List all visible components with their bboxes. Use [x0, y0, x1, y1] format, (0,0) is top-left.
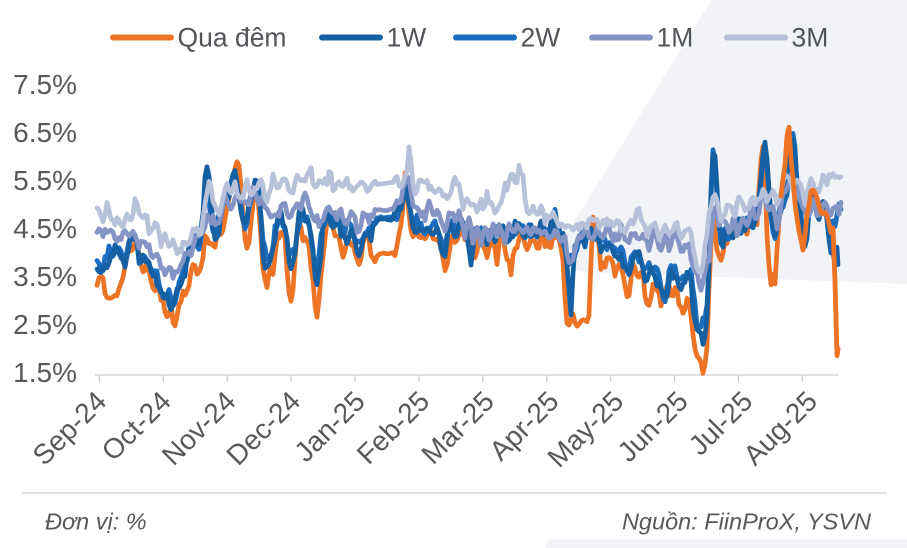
svg-text:2W: 2W — [521, 23, 561, 53]
svg-text:1M: 1M — [657, 23, 694, 53]
svg-text:3.5%: 3.5% — [13, 261, 77, 292]
svg-text:Qua đêm: Qua đêm — [178, 23, 287, 53]
svg-text:4.5%: 4.5% — [13, 213, 77, 244]
svg-text:3M: 3M — [792, 23, 829, 53]
svg-text:1.5%: 1.5% — [13, 357, 77, 388]
svg-text:6.5%: 6.5% — [13, 117, 77, 148]
svg-text:Nguồn: FiinProX, YSVN: Nguồn: FiinProX, YSVN — [622, 509, 871, 535]
svg-text:5.5%: 5.5% — [13, 165, 77, 196]
svg-text:1W: 1W — [387, 23, 427, 53]
svg-text:7.5%: 7.5% — [13, 69, 77, 100]
svg-text:2.5%: 2.5% — [13, 309, 77, 340]
svg-text:Đơn vị: %: Đơn vị: % — [45, 509, 147, 535]
